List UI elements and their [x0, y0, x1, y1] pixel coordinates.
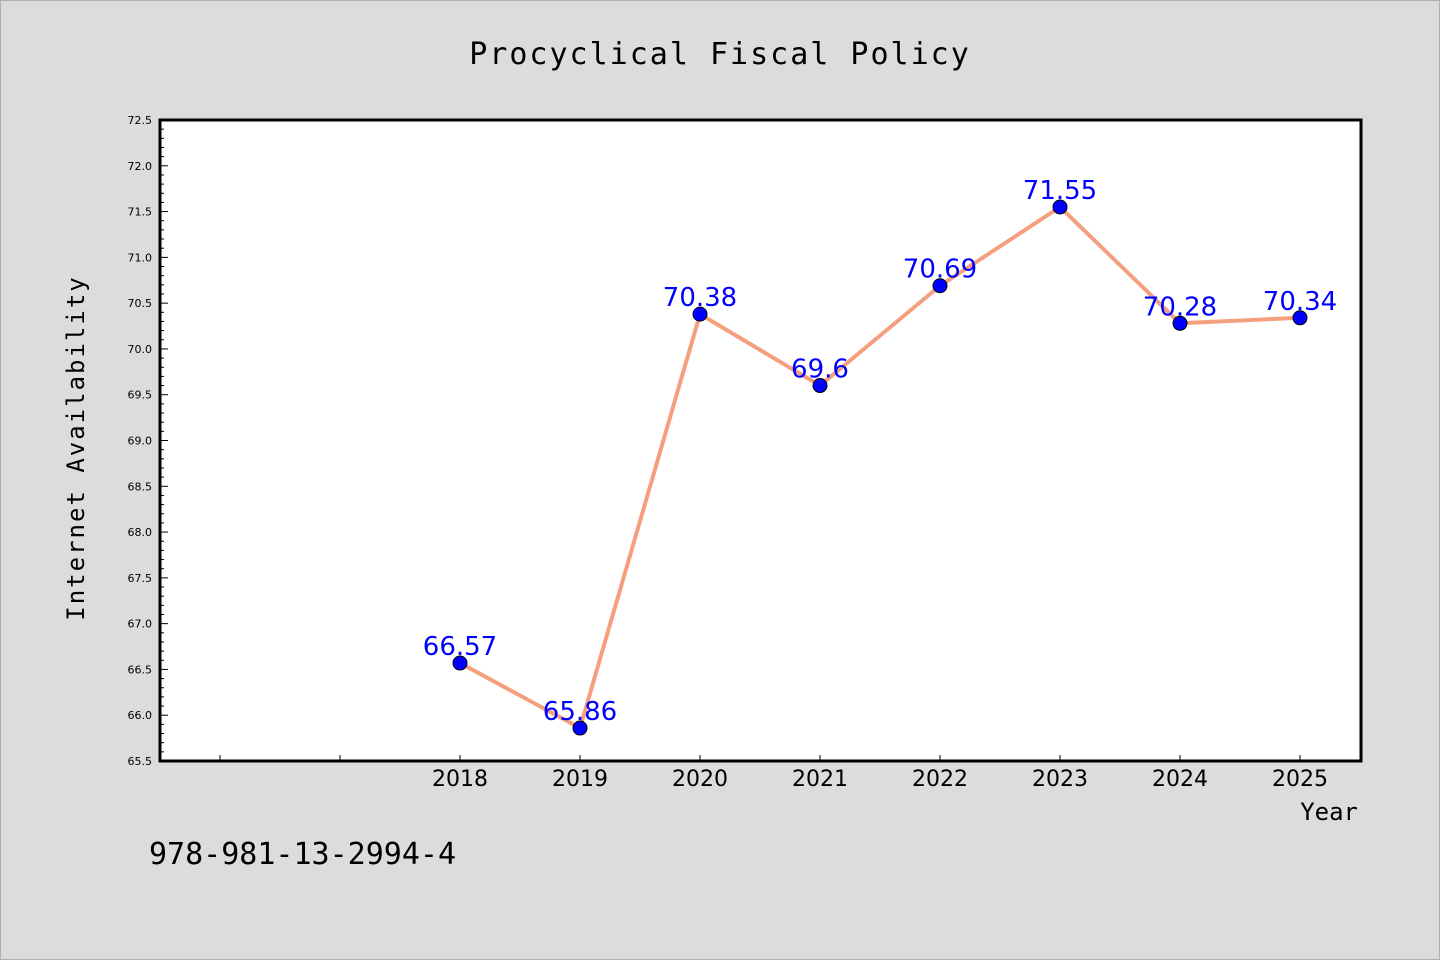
data-label: 70.69 — [903, 255, 977, 285]
data-point — [812, 378, 828, 394]
footer-code: 978-981-13-2994-4 — [149, 837, 456, 872]
y-tick-label: 69.0 — [128, 435, 153, 448]
data-point — [692, 306, 708, 322]
x-tick-label: 2018 — [432, 767, 488, 792]
y-tick-label: 71.0 — [128, 251, 153, 264]
series-line — [459, 204, 1301, 731]
y-axis-label: Internet Availability — [62, 275, 90, 620]
y-tick-label: 68.5 — [128, 480, 153, 493]
y-tick-label: 66.0 — [128, 709, 153, 722]
y-tick-label: 72.5 — [128, 114, 153, 127]
data-point — [1172, 315, 1188, 331]
x-tick-label: 2021 — [792, 767, 848, 792]
y-tick-label: 66.5 — [128, 663, 153, 676]
y-tick-label: 68.0 — [128, 526, 153, 539]
data-point — [572, 720, 588, 736]
chart-title: Procyclical Fiscal Policy — [469, 37, 971, 72]
y-tick-label: 70.0 — [128, 343, 153, 356]
y-tick-label: 70.5 — [128, 297, 153, 310]
data-point — [932, 278, 948, 294]
y-tick-label: 71.5 — [128, 206, 153, 219]
x-axis-label: Year — [1300, 798, 1358, 826]
y-tick-label: 67.0 — [128, 618, 153, 631]
x-tick-label: 2023 — [1032, 767, 1088, 792]
x-tick-label: 2019 — [552, 767, 608, 792]
data-label: 70.34 — [1263, 287, 1337, 317]
y-tick-label: 67.5 — [128, 572, 153, 585]
y-tick-label: 72.0 — [128, 160, 153, 173]
data-label: 70.38 — [663, 283, 737, 313]
x-tick-label: 2022 — [912, 767, 968, 792]
y-tick-label: 69.5 — [128, 389, 153, 402]
y-tick-label: 65.5 — [128, 755, 153, 768]
x-tick-label: 2020 — [672, 767, 728, 792]
plot-area — [158, 118, 1363, 763]
data-label: 69.6 — [791, 355, 849, 385]
y-axis: 65.5 66.0 66.5 67.0 67.5 68.0 68.5 69.0 69.5 70.0… — [128, 114, 168, 768]
x-axis: 2018 2019 2020 2021 2022 2023 2024 2025 — [219, 755, 1328, 792]
x-tick-label: 2024 — [1152, 767, 1208, 792]
x-tick-label: 2025 — [1272, 767, 1328, 792]
data-label: 66.57 — [423, 632, 497, 662]
data-point — [1292, 310, 1308, 326]
data-label: 71.55 — [1023, 176, 1097, 206]
data-label: 70.28 — [1143, 292, 1217, 322]
data-label: 65.86 — [543, 697, 617, 727]
series-layer: 66.57 65.86 70.38 69.6 70.69 71.55 70.28 70.34 — [423, 176, 1337, 736]
data-point — [1052, 199, 1068, 215]
data-point — [452, 655, 468, 671]
